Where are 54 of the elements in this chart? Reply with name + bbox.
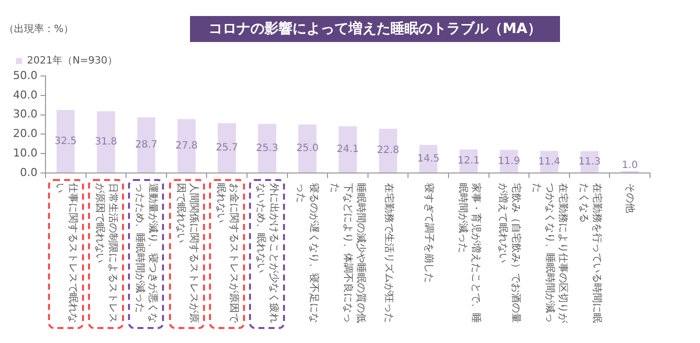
data-label: 27.8: [175, 140, 198, 152]
bar: [56, 110, 75, 172]
x-tick-label: 在宅勤務で生活リズムが狂った: [382, 183, 395, 325]
y-tick-label: 50.0: [12, 68, 38, 82]
data-label: 11.3: [578, 156, 601, 168]
bar: [137, 117, 156, 172]
data-label: 14.5: [417, 153, 440, 164]
x-tick-label: お金に関するストレスが原因で眠れない: [214, 183, 240, 325]
x-tick-label: 在宅勤務により仕事の区切りがつかなくなり、睡眠時間が減った: [530, 183, 569, 325]
y-tick-label: 20.0: [12, 127, 38, 140]
bar: [258, 124, 276, 172]
dashed-frame: 日常生活の制限によるストレスが原因で眠れない: [88, 179, 124, 329]
x-tick-label: 寝すぎて調子を崩した: [422, 183, 435, 285]
data-label: 11.9: [498, 156, 520, 167]
y-tick-label: 0.0: [20, 166, 38, 179]
x-tick-label: 在宅勤務を行っている時間に眠たくなる: [576, 183, 603, 325]
x-tick-label: 家事・育児が増えたことで、睡眠時間が減った: [456, 183, 482, 325]
y-tick-label: 10.0: [12, 146, 38, 160]
x-tick-label: 宅飲み（自宅飲み）でお酒の量が増えて眠れない: [496, 183, 522, 325]
dashed-frame: お金に関するストレスが原因で眠れない: [208, 179, 245, 329]
x-tick-label: 寝るのが遅くなり、寝不足になった: [294, 183, 320, 325]
dashed-frame: 外に出かけることが少なく疲れないため、眠れない: [249, 179, 286, 329]
chart-title: コロナの影響によって増えた睡眠のトラブル（MA）: [190, 16, 560, 42]
x-tick-label: 仕事に関するストレスで眠れない: [52, 183, 79, 325]
bar: [218, 123, 236, 172]
x-tick-label: 睡眠時間の減少や睡眠の質の低下などにより、体調不良になった: [328, 183, 368, 325]
dashed-frame: 仕事に関するストレスで眠れない: [48, 179, 84, 329]
data-label: 24.1: [336, 144, 359, 155]
y-tick-label: 40.0: [12, 88, 38, 102]
x-tick-label: その他: [623, 183, 636, 215]
data-label: 31.8: [94, 136, 118, 148]
bar: [338, 126, 357, 172]
dashed-frame: 人間関係に関するストレスが原因で眠れない: [168, 179, 205, 329]
dashed-frame: 運動量が減り、寝つきが悪くなったため、睡眠時間が減った: [128, 179, 164, 329]
data-label: 32.5: [54, 136, 77, 147]
y-axis-title: （出現率：%）: [4, 22, 74, 36]
data-label: 22.8: [376, 145, 400, 156]
data-label: 11.4: [538, 156, 560, 168]
data-label: 25.7: [216, 142, 238, 154]
x-tick-label: 外に出かけることが少なく疲れないため、眠れない: [254, 183, 280, 325]
bar: [378, 128, 398, 172]
y-tick-label: 30.0: [12, 108, 38, 121]
bar: [177, 119, 196, 172]
data-label: 28.7: [135, 140, 158, 151]
data-label: 25.0: [296, 143, 319, 154]
bar: [96, 111, 116, 172]
bar: [298, 124, 317, 172]
data-label: 12.1: [458, 156, 480, 167]
x-tick-label: 人間関係に関するストレスが原因で眠れない: [174, 183, 200, 325]
data-label: 25.3: [256, 142, 278, 154]
x-tick-label: 運動量が減り、寝つきが悪くなったため、睡眠時間が減った: [133, 183, 160, 325]
data-label: 1.0: [622, 160, 638, 172]
x-tick-label: 日常生活の制限によるストレスが原因で眠れない: [92, 183, 119, 325]
legend-label: 2021年（N=930）: [27, 54, 118, 67]
